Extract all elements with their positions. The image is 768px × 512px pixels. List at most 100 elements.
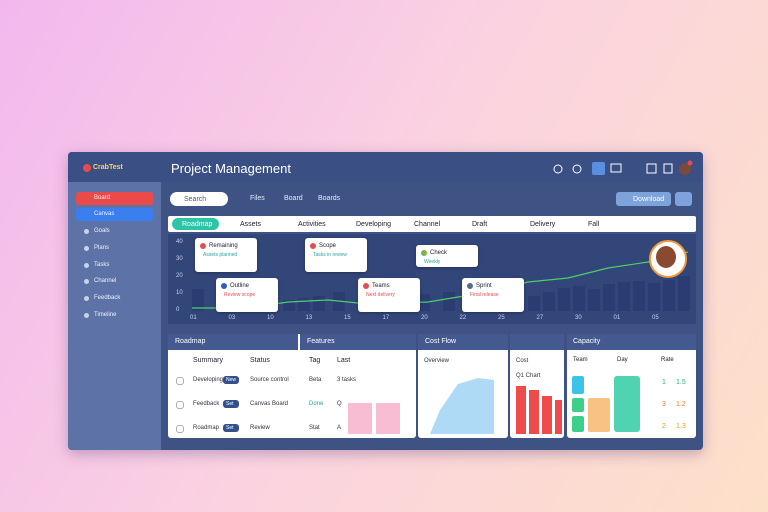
x-tick-label: 27 [536,315,544,321]
cell: 3 tasks [337,377,357,383]
icon[interactable] [592,162,605,175]
column-label: Draft [472,221,488,228]
x-tick-label: 20 [421,315,428,321]
x-tick-label: 01 [190,315,197,321]
nav-item[interactable] [76,192,153,205]
x-tick-label: 15 [344,315,351,321]
column-label: Channel [414,221,441,228]
checkbox [176,425,184,433]
tag-label: Roadmap [182,221,213,228]
table-panel [168,334,416,438]
nav-label: Feedback [94,295,121,302]
y-tick-label: 40 [176,239,183,245]
icon[interactable] [572,164,582,174]
cell: A [337,425,342,431]
column-header: Summary [193,357,223,364]
panel-title: Cost [516,358,529,364]
column-label: Activities [298,221,326,228]
panel-header [567,334,696,350]
panel-header [300,334,416,350]
x-tick-label: 17 [382,315,390,321]
cell: Done [309,401,324,407]
search-placeholder: Search [184,196,207,203]
cell: 1 [662,379,666,386]
panel-title: Capacity [573,338,601,345]
status: Set [226,401,234,407]
status: New [226,377,237,383]
column-label: Assets [240,221,262,228]
column-label: Fall [588,221,600,228]
x-tick-label: 22 [459,315,467,321]
bar-block [348,403,372,434]
column-header: Last [337,357,351,364]
x-tick-label: 03 [228,315,236,321]
panel-title: Features [307,338,335,345]
bars [516,386,562,434]
nav-label: Timeline [94,312,117,318]
nav-icon [84,296,89,302]
checkbox [176,377,184,385]
y-tick-label: 0 [176,307,180,313]
header-icons [553,160,693,175]
nav-icon [84,262,89,268]
card-dot [363,283,369,289]
icon[interactable] [553,164,563,174]
cell: Review [250,425,270,431]
tab: Files [250,195,265,202]
status: Set [226,425,234,431]
y-tick-label: 30 [176,256,183,262]
column-header: Rate [661,357,674,363]
cell: Source control [250,377,289,383]
icon[interactable] [646,163,657,174]
card-dot [200,243,206,249]
download-button[interactable] [616,192,671,206]
card[interactable] [416,245,478,267]
panel-title: Cost Flow [425,338,457,345]
card-dot [310,243,316,249]
nav-icon [84,279,89,285]
card-dot [221,283,227,289]
cell: 1.5 [676,379,686,386]
cell: Q [337,401,342,407]
card-note: Assets planned [203,252,238,258]
x-tick-label: 13 [305,315,313,321]
card-title: Scope [319,243,337,249]
panel-header [510,334,564,350]
tab: Board [284,195,303,202]
cell: 2 [662,423,666,430]
search-box[interactable] [170,192,228,206]
cell: Canvas Board [250,401,289,407]
sidebar [68,182,161,450]
icon-button[interactable] [675,192,692,206]
x-tick-label: 01 [613,315,621,321]
avatar[interactable] [679,163,691,175]
column-header: Day [617,357,628,363]
cell: Roadmap [193,425,220,431]
x-tick-label: 05 [652,315,659,321]
cell: Beta [309,377,322,383]
card-note: Tasks in review [313,252,347,258]
cell: 1.3 [676,423,686,430]
cell: Feedback [193,401,220,407]
logo: CrabTest [93,164,123,171]
badge [687,160,693,166]
x-tick-label: 10 [267,315,274,321]
y-tick-label: 20 [176,273,183,279]
status-pill [223,400,239,408]
area [430,378,494,434]
nav-label: Channel [94,278,117,285]
column-header: Tag [309,357,321,364]
nav-item[interactable] [76,208,153,221]
panel-header [418,334,508,350]
nav-icon [84,229,89,234]
nav-icon [84,245,89,251]
x-tick-label: 25 [498,315,505,321]
icon[interactable] [663,163,673,174]
icon[interactable] [610,163,622,173]
nav-label: Goals [94,228,110,234]
blocks [572,376,640,432]
nav-label: Board [94,195,111,201]
card-title: Teams [372,283,390,289]
card-note: Weekly [424,259,441,265]
